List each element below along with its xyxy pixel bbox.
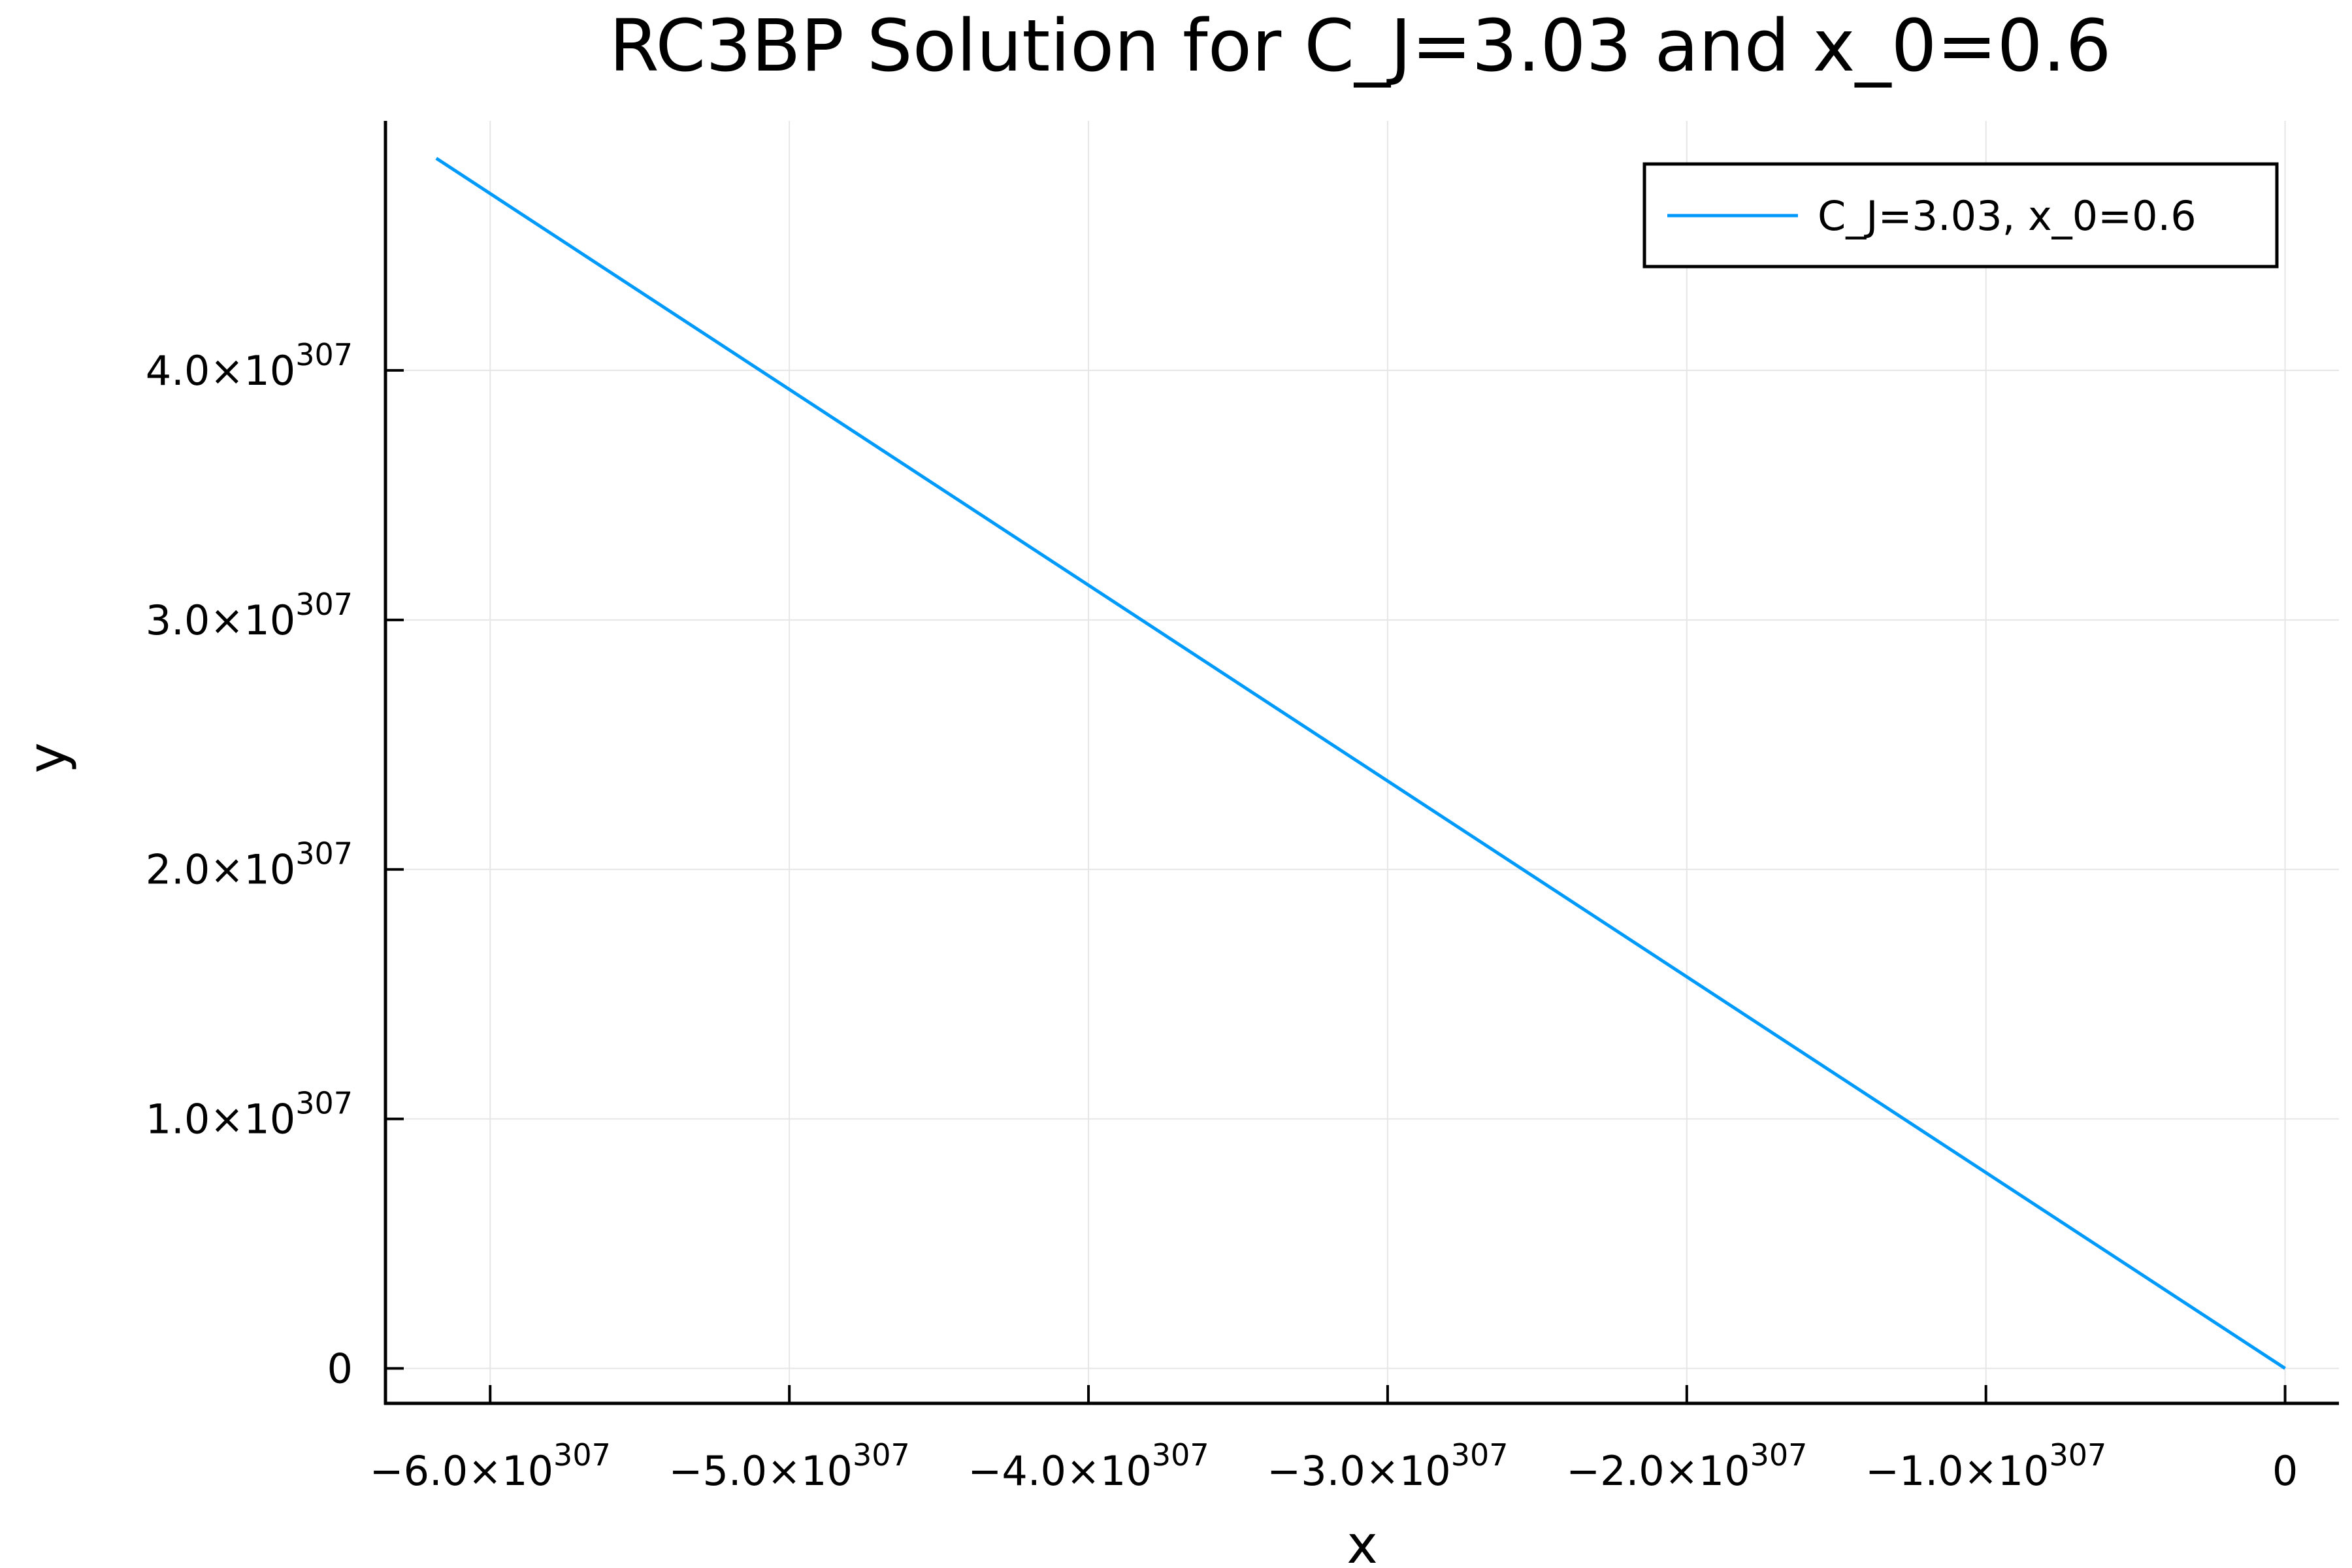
x-tick-label: −5.0×10307 — [669, 1437, 910, 1495]
ticks: −6.0×10307 −5.0×10307 −4.0×10307 −3.0×10307… — [146, 337, 2298, 1495]
axes — [384, 121, 2339, 1405]
y-tick-label: 3.0×10307 — [146, 587, 353, 644]
x-tick-label: −3.0×10307 — [1267, 1437, 1508, 1495]
x-axis-label: x — [1347, 1514, 1377, 1568]
x-tick-label: −2.0×10307 — [1566, 1437, 1807, 1495]
x-tick-label: −6.0×10307 — [370, 1437, 611, 1495]
x-tick-label: −4.0×10307 — [968, 1437, 1209, 1495]
y-tick-label: 1.0×10307 — [146, 1086, 353, 1143]
legend-label: C_J=3.03, x_0=0.6 — [1818, 192, 2197, 240]
chart-title: RC3BP Solution for C_J=3.03 and x_0=0.6 — [609, 4, 2111, 88]
grid-lines — [385, 121, 2339, 1403]
y-tick-label: 4.0×10307 — [146, 337, 353, 395]
y-axis-label: y — [17, 742, 78, 773]
legend: C_J=3.03, x_0=0.6 — [1642, 162, 2279, 269]
series-line-0 — [435, 157, 2286, 1370]
x-tick-label: −1.0×10307 — [1865, 1437, 2106, 1495]
series-layer — [435, 157, 2286, 1370]
y-tick-label: 2.0×10307 — [146, 836, 353, 894]
y-tick-label: 0 — [327, 1345, 353, 1393]
x-tick-label: 0 — [2272, 1447, 2298, 1495]
